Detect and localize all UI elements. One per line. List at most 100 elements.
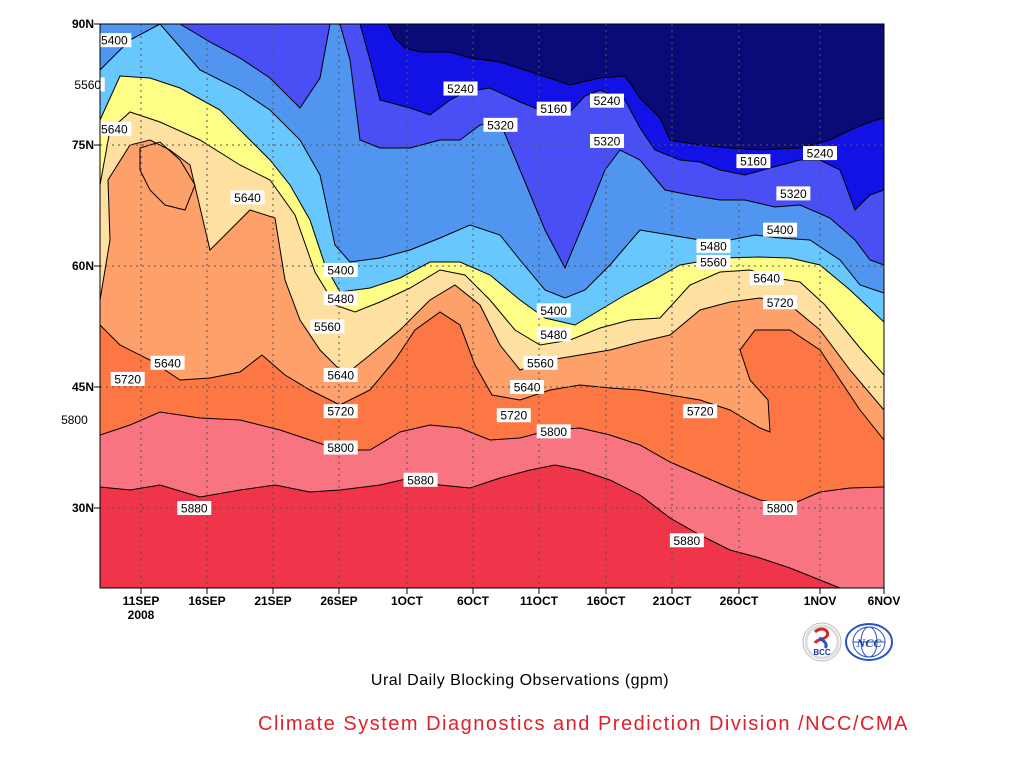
contour-labels: 5400 5560 5640 5640 5640 5720 5800 5880 5400 5480… [57, 33, 837, 548]
x-tick-label: 1NOV [804, 594, 837, 608]
contour-label: 5800 [763, 501, 798, 516]
contour-label: 5640 [97, 121, 132, 136]
svg-text:5480: 5480 [540, 328, 567, 342]
contour-label: 5640 [510, 380, 545, 395]
gridlines [100, 24, 884, 588]
x-tick-label: 11SEP [123, 594, 160, 608]
svg-text:5160: 5160 [740, 155, 767, 169]
contour-label: 5400 [97, 33, 132, 48]
x-tick-label: 21OCT [653, 594, 692, 608]
svg-text:5560: 5560 [314, 320, 341, 334]
x-tick-label: 6NOV [868, 594, 901, 608]
contour-label: 5560 [696, 254, 731, 269]
svg-text:5480: 5480 [700, 239, 727, 253]
contour-label: 5480 [696, 238, 731, 253]
contour-label: 5800 [57, 412, 92, 427]
svg-text:5320: 5320 [487, 118, 514, 132]
svg-text:5560: 5560 [527, 356, 554, 370]
svg-text:5560: 5560 [74, 78, 101, 92]
contour-label: 5400 [536, 303, 571, 318]
svg-text:5880: 5880 [181, 502, 208, 516]
chart-title: Ural Daily Blocking Observations (gpm) [370, 672, 670, 689]
contour-line-5400 [179, 24, 884, 270]
svg-text:NCC: NCC [856, 636, 883, 650]
y-tick-label: 30N [72, 501, 94, 515]
contour-fills [100, 24, 884, 588]
y-tick-label: 60N [72, 259, 94, 273]
contour-label: 5880 [403, 472, 438, 487]
contour-label: 5720 [110, 371, 145, 386]
contour-label: 5240 [443, 81, 478, 96]
svg-text:5720: 5720 [500, 409, 527, 423]
contour-label: 5720 [323, 404, 358, 419]
svg-text:5720: 5720 [687, 405, 714, 419]
contour-line-5800 [100, 311, 884, 441]
svg-text:5480: 5480 [327, 292, 354, 306]
contour-label: 5560 [70, 77, 105, 92]
x-axis: 11SEP 16SEP 21SEP 26SEP 1OCT 6OCT 11OCT 16OCT 21… [123, 588, 901, 622]
x-tick-label: 16OCT [587, 594, 626, 608]
svg-text:5560: 5560 [700, 255, 727, 269]
svg-text:5400: 5400 [327, 264, 354, 278]
svg-text:5400: 5400 [767, 223, 794, 237]
y-tick-label: 45N [72, 380, 94, 394]
x-tick-label: 16SEP [188, 594, 225, 608]
svg-text:5640: 5640 [327, 368, 354, 382]
svg-text:5640: 5640 [154, 356, 181, 370]
x-tick-label: 1OCT [391, 594, 424, 608]
contour-label: 5800 [536, 424, 571, 439]
plot-frame [99, 23, 885, 589]
svg-text:5720: 5720 [767, 296, 794, 310]
contour-label: 5880 [177, 501, 212, 516]
y-tick-label: 75N [72, 138, 94, 152]
x-year-label: 2008 [128, 608, 155, 622]
x-tick-label: 11OCT [520, 594, 559, 608]
contour-label: 5400 [323, 263, 358, 278]
contour-line-5960 [100, 464, 841, 588]
svg-text:5160: 5160 [540, 102, 567, 116]
contour-label: 5160 [736, 154, 771, 169]
svg-text:5240: 5240 [594, 94, 621, 108]
svg-text:5640: 5640 [101, 122, 128, 136]
y-axis: 90N 75N 60N 45N 30N [72, 17, 100, 515]
contour-line-5720 [100, 139, 884, 411]
svg-text:5720: 5720 [327, 405, 354, 419]
contour-line-5880 [100, 411, 884, 506]
contour-label: 5240 [589, 93, 624, 108]
contour-label: 5640 [150, 355, 185, 370]
contour-label: 5320 [776, 186, 811, 201]
x-tick-label: 6OCT [457, 594, 490, 608]
contour-label: 5400 [763, 222, 798, 237]
svg-text:5320: 5320 [780, 187, 807, 201]
svg-text:5400: 5400 [101, 34, 128, 48]
contour-label: 5640 [323, 367, 358, 382]
y-tick-label: 90N [72, 17, 94, 31]
x-tick-label: 21SEP [254, 594, 291, 608]
contour-label: 5720 [496, 408, 531, 423]
contour-line-5560 [100, 75, 884, 326]
band-above-5880 [100, 465, 840, 588]
svg-text:5400: 5400 [540, 304, 567, 318]
svg-text:5640: 5640 [753, 272, 780, 286]
bcc-logo-icon: BCC [802, 622, 842, 662]
contour-label: 5320 [483, 117, 518, 132]
svg-text:5880: 5880 [407, 473, 434, 487]
svg-text:5800: 5800 [540, 425, 567, 439]
contour-line-5240 [387, 24, 884, 151]
contour-label: 5720 [763, 295, 798, 310]
contour-label: 5480 [536, 327, 571, 342]
svg-text:5320: 5320 [594, 134, 621, 148]
svg-text:5240: 5240 [807, 147, 834, 161]
svg-text:5800: 5800 [61, 413, 88, 427]
x-tick-label: 26SEP [320, 594, 357, 608]
x-tick-label: 26OCT [720, 594, 759, 608]
contour-line-5720-inner [139, 141, 196, 211]
credit-line: Climate System Diagnostics and Predictio… [258, 713, 909, 735]
ncc-logo-icon: NCC [845, 623, 893, 661]
contour-label: 5880 [669, 533, 704, 548]
contour-label: 5480 [323, 291, 358, 306]
contour-label: 5640 [749, 271, 784, 286]
contour-label: 5240 [803, 146, 837, 161]
svg-text:5640: 5640 [234, 191, 261, 205]
